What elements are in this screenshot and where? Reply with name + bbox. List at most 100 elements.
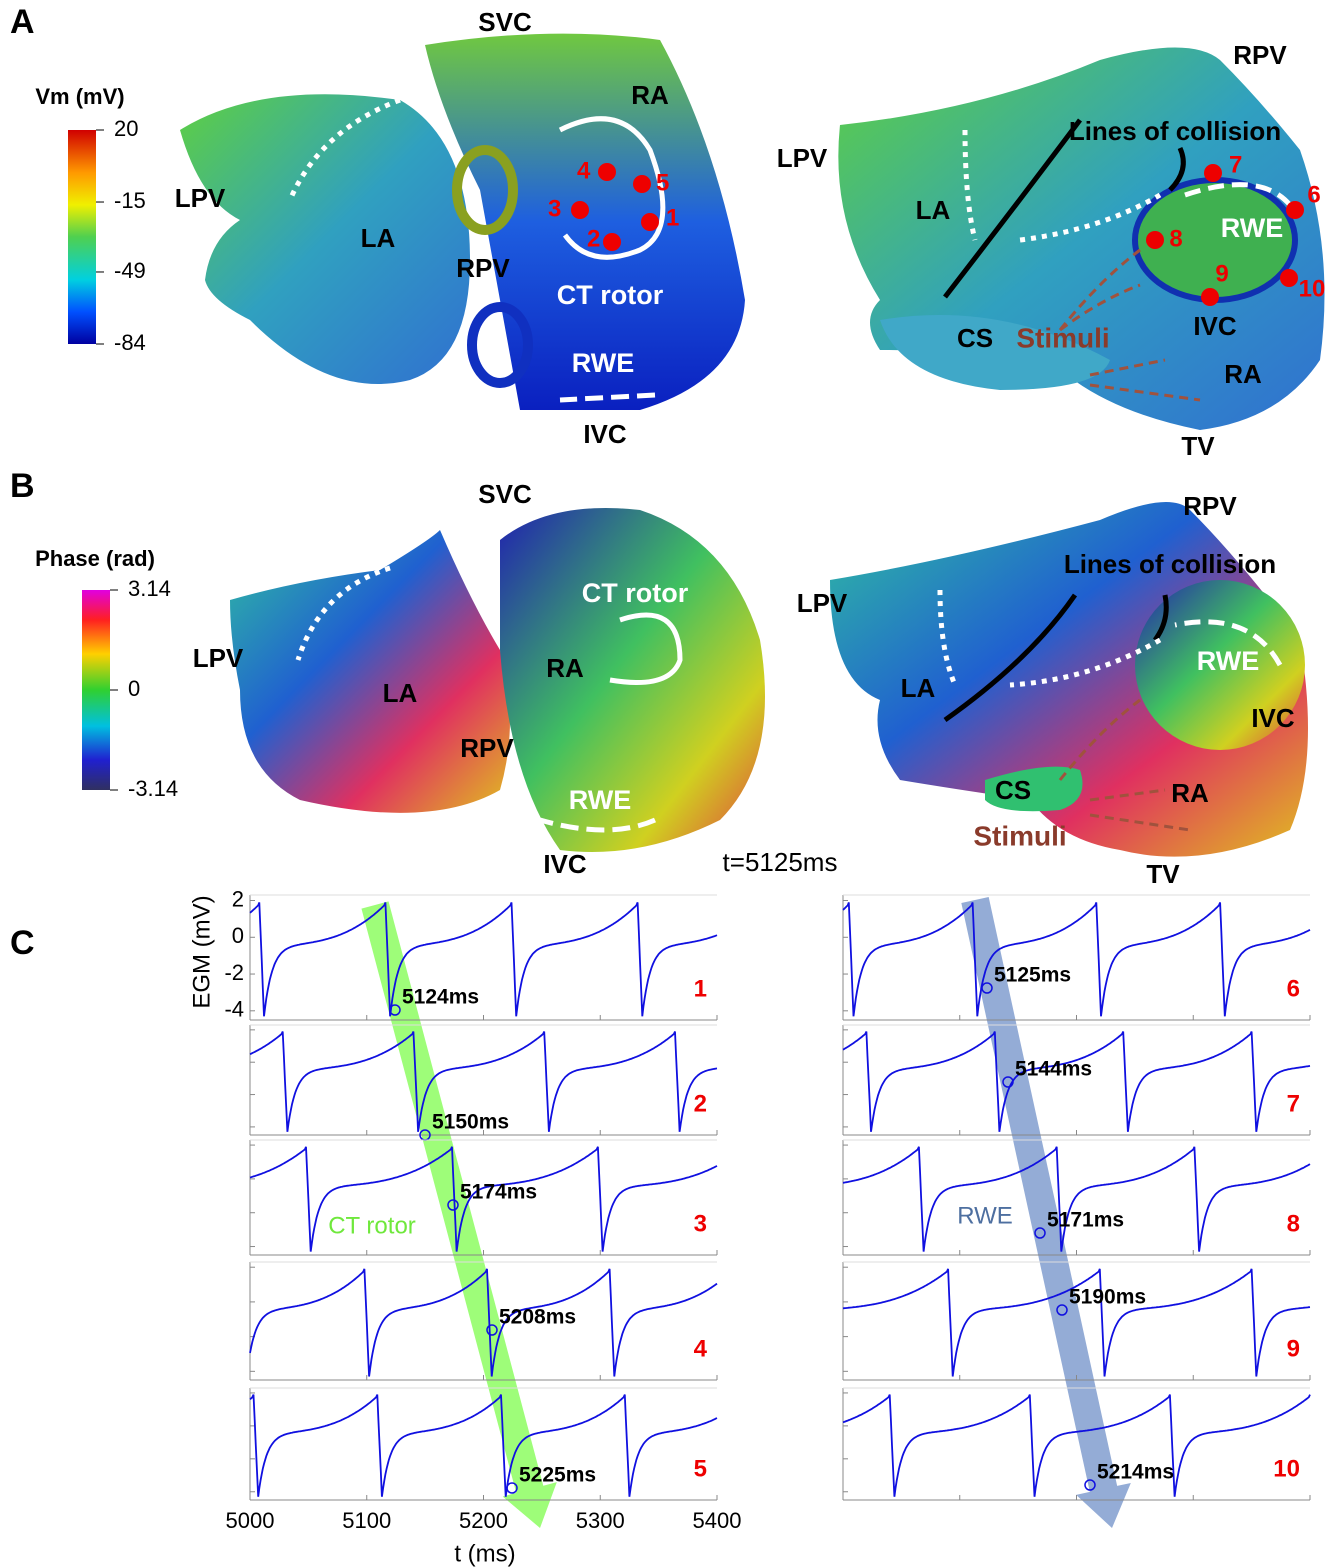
x-tick-label: 5400 (693, 1508, 742, 1533)
label: LPV (193, 643, 244, 673)
electrode (1204, 164, 1222, 182)
electrode-label: 6 (1307, 181, 1320, 208)
label: CS (957, 323, 993, 353)
activation-time: 5144ms (1015, 1058, 1092, 1081)
label: SVC (478, 479, 532, 509)
electrode (633, 175, 651, 193)
electrode (571, 201, 589, 219)
y-tick-label: 0 (232, 923, 244, 948)
label: RWE (569, 785, 632, 815)
label: RWE (1221, 213, 1284, 243)
label: IVC (543, 849, 587, 879)
electrode (1286, 201, 1304, 219)
y-tick-label: -2 (224, 960, 244, 985)
x-tick-label: 5200 (459, 1508, 508, 1533)
electrode-label: 4 (577, 157, 591, 184)
label: CT rotor (557, 280, 664, 310)
trace-number: 7 (1287, 1090, 1300, 1117)
colorbar-tick-label: 0 (128, 676, 140, 701)
label: Lines of collision (1064, 549, 1276, 579)
panel-label: C (10, 924, 35, 962)
electrode-label: 9 (1215, 260, 1228, 287)
electrode-label: 2 (587, 225, 600, 252)
label: RA (546, 653, 584, 683)
colorbar-tick-label: -3.14 (128, 776, 178, 801)
figure: A Vm (mV) SVC RA LPV LA RPV CT rotor RWE… (0, 0, 1337, 1568)
electrode (641, 213, 659, 231)
label: SVC (478, 7, 532, 37)
egm-plots: CT rotor20-2-45124ms15150ms25174ms35208m… (224, 886, 1310, 1532)
y-axis-label: EGM (mV) (188, 895, 215, 1008)
label: CS (995, 775, 1031, 805)
label: LPV (797, 588, 848, 618)
trace-number: 2 (694, 1090, 707, 1117)
colorbar-title: Vm (mV) (35, 84, 124, 109)
activation-time: 5150ms (432, 1111, 509, 1134)
colorbar-tick-label: -49 (114, 258, 146, 283)
trace-number: 10 (1273, 1455, 1300, 1482)
electrode-label: 7 (1229, 151, 1242, 178)
colorbar-title: Phase (rad) (35, 546, 155, 571)
egm-trace (843, 902, 1310, 1016)
left-atrium-shape (180, 94, 470, 384)
label: RPV (1183, 491, 1237, 521)
label: RA (631, 80, 669, 110)
trace-number: 5 (694, 1455, 707, 1482)
colorbar (68, 130, 96, 344)
label: LPV (175, 183, 226, 213)
label: LA (901, 673, 936, 703)
electrode-label: 3 (548, 195, 561, 222)
label: IVC (1193, 311, 1237, 341)
activation-time: 5171ms (1047, 1209, 1124, 1232)
label: LPV (777, 143, 828, 173)
arrow-label: CT rotor (328, 1212, 416, 1239)
label: LA (383, 678, 418, 708)
electrode (1146, 231, 1164, 249)
egm-trace (250, 1395, 717, 1497)
x-tick-label: 5300 (576, 1508, 625, 1533)
label: IVC (1251, 703, 1295, 733)
electrode (603, 233, 621, 251)
label: RPV (456, 253, 510, 283)
label: RPV (1233, 40, 1287, 70)
x-tick-label: 5100 (342, 1508, 391, 1533)
electrode (1280, 269, 1298, 287)
page: {"panel_a": {"label": "A", "colorbar": {… (0, 0, 1337, 1568)
left-atrium-shape (230, 530, 510, 813)
activation-time: 5214ms (1097, 1461, 1174, 1484)
x-axis-label: t (ms) (454, 1540, 515, 1567)
arrow-label: RWE (957, 1202, 1013, 1229)
trace-number: 8 (1287, 1210, 1300, 1237)
activation-time: 5125ms (994, 964, 1071, 987)
label: Lines of collision (1069, 116, 1281, 146)
activation-time: 5174ms (460, 1181, 537, 1204)
electrode-label: 8 (1169, 225, 1182, 252)
electrode-label: 5 (656, 169, 669, 196)
label: LA (916, 195, 951, 225)
electrode-label: 1 (666, 204, 679, 231)
electrode (1201, 288, 1219, 306)
electrode-label: 10 (1299, 275, 1326, 302)
colorbar-tick-label: 3.14 (128, 576, 171, 601)
egm-trace (843, 1032, 1310, 1132)
activation-time: 5124ms (402, 986, 479, 1009)
label: RPV (460, 733, 514, 763)
trace-number: 4 (694, 1335, 708, 1362)
y-tick-label: -4 (224, 997, 244, 1022)
colorbar-tick-label: -15 (114, 188, 146, 213)
panel-label: B (10, 467, 35, 505)
colorbar-tick-label: 20 (114, 116, 138, 141)
trace-number: 9 (1287, 1335, 1300, 1362)
label: LA (361, 223, 396, 253)
activation-time: 5225ms (519, 1464, 596, 1487)
panel-label: A (10, 3, 35, 41)
label: RWE (1197, 646, 1260, 676)
activation-time: 5190ms (1069, 1286, 1146, 1309)
label: RWE (572, 348, 635, 378)
label: CT rotor (582, 578, 689, 608)
label: TV (1181, 431, 1215, 461)
label: TV (1146, 859, 1180, 889)
trace-number: 6 (1287, 975, 1300, 1002)
label: IVC (583, 419, 627, 449)
colorbar-tick-label: -84 (114, 330, 146, 355)
